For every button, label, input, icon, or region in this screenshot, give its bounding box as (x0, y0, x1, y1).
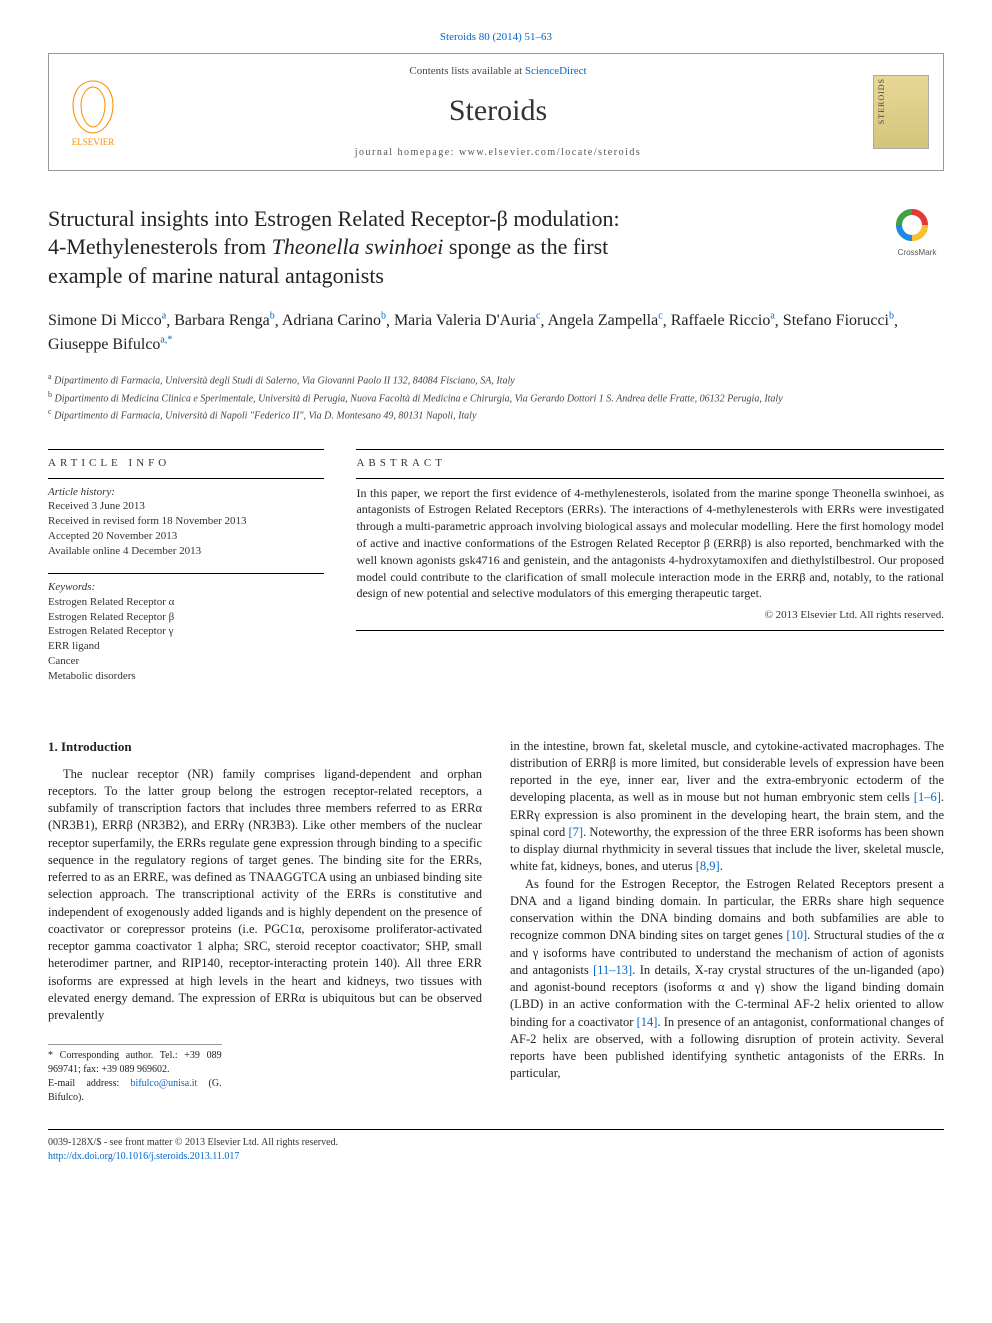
keyword: Metabolic disorders (48, 669, 324, 684)
body-col-left: 1. Introduction The nuclear receptor (NR… (48, 738, 482, 1105)
corresponding-marker: * (167, 335, 172, 346)
contents-prefix: Contents lists available at (409, 65, 524, 77)
citation-journal: Steroids (440, 31, 476, 43)
abstract-heading: ABSTRACT (356, 456, 944, 471)
affiliation: a Dipartimento di Farmacia, Università d… (48, 371, 944, 388)
corr-text: Corresponding author. Tel.: +39 089 9697… (48, 1050, 222, 1075)
body-paragraph: As found for the Estrogen Receptor, the … (510, 876, 944, 1083)
doi-link[interactable]: http://dx.doi.org/10.1016/j.steroids.201… (48, 1151, 239, 1162)
article-info-heading: ARTICLE INFO (48, 456, 324, 471)
ref-link[interactable]: [8,9] (696, 859, 720, 873)
page-footer: 0039-128X/$ - see front matter © 2013 El… (48, 1129, 944, 1164)
author: Angela Zampellac (548, 312, 663, 329)
citation-volpages: 80 (2014) 51–63 (479, 31, 552, 43)
svg-text:CrossMark: CrossMark (898, 248, 938, 257)
keywords-label: Keywords: (48, 580, 324, 595)
corr-marker: * (48, 1050, 53, 1061)
keywords-block: Keywords: Estrogen Related Receptor α Es… (48, 580, 324, 684)
corr-email-link[interactable]: bifulco@unisa.it (131, 1078, 198, 1089)
history-item: Received 3 June 2013 (48, 499, 324, 514)
body-col-right: in the intestine, brown fat, skeletal mu… (510, 738, 944, 1105)
abstract-column: ABSTRACT In this paper, we report the fi… (356, 443, 944, 698)
article-info-column: ARTICLE INFO Article history: Received 3… (48, 443, 324, 698)
body-columns: 1. Introduction The nuclear receptor (NR… (48, 738, 944, 1105)
ref-link[interactable]: [10] (786, 928, 807, 942)
body-paragraph: The nuclear receptor (NR) family compris… (48, 766, 482, 1025)
author: Maria Valeria D'Auriac (394, 312, 541, 329)
homepage-label: journal homepage: (355, 147, 459, 158)
article-history: Article history: Received 3 June 2013 Re… (48, 485, 324, 559)
article-title: Structural insights into Estrogen Relate… (48, 205, 874, 291)
sciencedirect-link[interactable]: ScienceDirect (525, 65, 587, 77)
history-label: Article history: (48, 485, 324, 500)
contents-available-line: Contents lists available at ScienceDirec… (123, 64, 873, 79)
ref-link[interactable]: [1–6] (914, 790, 941, 804)
svg-text:ELSEVIER: ELSEVIER (72, 137, 115, 147)
body-paragraph: in the intestine, brown fat, skeletal mu… (510, 738, 944, 876)
keyword: Estrogen Related Receptor α (48, 595, 324, 610)
authors-list: Simone Di Miccoa, Barbara Rengab, Adrian… (48, 309, 944, 358)
section-heading: 1. Introduction (48, 738, 482, 756)
title-line1: Structural insights into Estrogen Relate… (48, 206, 620, 231)
keyword: ERR ligand (48, 639, 324, 654)
title-line3: example of marine natural antagonists (48, 263, 384, 288)
elsevier-logo: ELSEVIER (63, 77, 123, 147)
journal-homepage: journal homepage: www.elsevier.com/locat… (123, 146, 873, 160)
ref-link[interactable]: [11–13] (593, 963, 632, 977)
citation-link[interactable]: Steroids 80 (2014) 51–63 (440, 31, 552, 43)
crossmark-badge[interactable]: CrossMark (890, 205, 944, 259)
journal-cover-thumb: STEROIDS (873, 75, 929, 149)
affiliations: a Dipartimento di Farmacia, Università d… (48, 371, 944, 423)
author: Giuseppe Bifulcoa,* (48, 336, 172, 353)
ref-link[interactable]: [14] (637, 1015, 658, 1029)
author: Adriana Carinob (282, 312, 386, 329)
journal-header: ELSEVIER Contents lists available at Sci… (48, 53, 944, 170)
email-label: E-mail address: (48, 1078, 119, 1089)
title-line2-italic: Theonella swinhoei (272, 234, 444, 259)
history-item: Available online 4 December 2013 (48, 544, 324, 559)
author: Barbara Rengab (174, 312, 275, 329)
author: Stefano Fioruccib (783, 312, 894, 329)
affiliation: b Dipartimento di Medicina Clinica e Spe… (48, 389, 944, 406)
title-line2-post: sponge as the first (443, 234, 608, 259)
ref-link[interactable]: [7] (569, 825, 584, 839)
cover-label: STEROIDS (876, 78, 926, 124)
author: Raffaele Riccioa (671, 312, 775, 329)
keyword: Estrogen Related Receptor γ (48, 624, 324, 639)
citation-bar: Steroids 80 (2014) 51–63 (48, 30, 944, 45)
footer-copyright: 0039-128X/$ - see front matter © 2013 El… (48, 1136, 944, 1150)
corresponding-note: * Corresponding author. Tel.: +39 089 96… (48, 1044, 222, 1104)
abstract-copyright: © 2013 Elsevier Ltd. All rights reserved… (356, 608, 944, 623)
history-item: Received in revised form 18 November 201… (48, 514, 324, 529)
author: Simone Di Miccoa (48, 312, 166, 329)
affiliation: c Dipartimento di Farmacia, Università d… (48, 406, 944, 423)
history-item: Accepted 20 November 2013 (48, 529, 324, 544)
keyword: Cancer (48, 654, 324, 669)
abstract-text: In this paper, we report the first evide… (356, 485, 944, 603)
journal-name: Steroids (123, 90, 873, 132)
keyword: Estrogen Related Receptor β (48, 610, 324, 625)
homepage-url: www.elsevier.com/locate/steroids (459, 147, 641, 158)
title-line2-pre: 4-Methylenesterols from (48, 234, 272, 259)
